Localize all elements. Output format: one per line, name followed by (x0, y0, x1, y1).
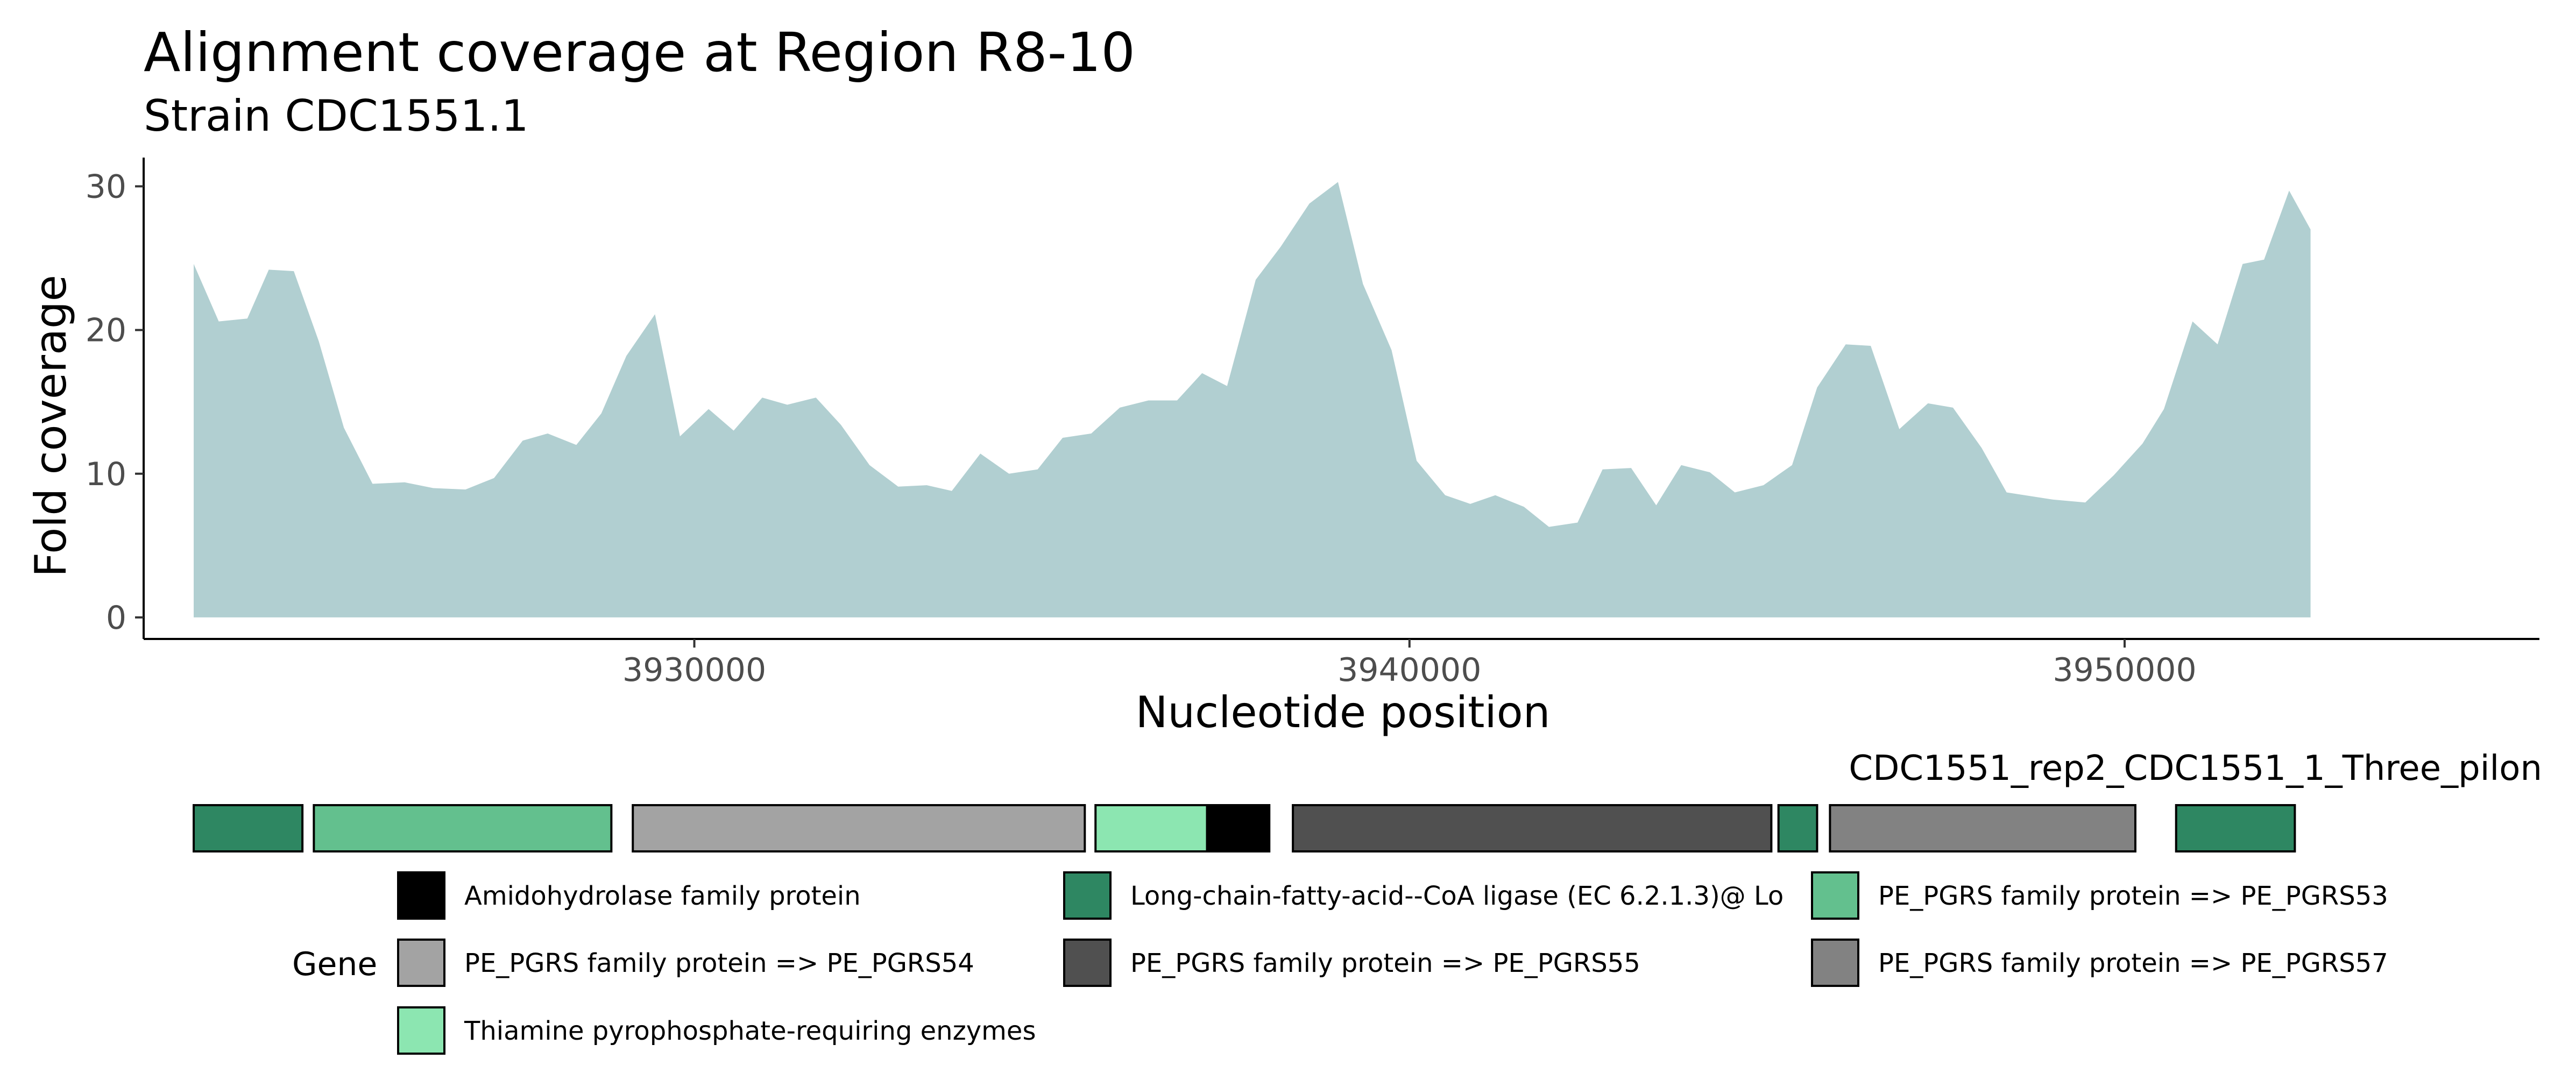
x-axis-ticks: 3930000 3940000 3950000 (622, 639, 2197, 689)
gene-segment (193, 804, 304, 852)
gene-segment (313, 804, 613, 852)
gene-track-label: CDC1551_rep2_CDC1551_1_Three_pilon (1849, 749, 2542, 788)
gene-segment (1829, 804, 2136, 852)
legend-key (1811, 871, 1859, 920)
legend-label: PE_PGRS family protein => PE_PGRS54 (464, 948, 974, 978)
legend-key (397, 1006, 445, 1055)
gene-segment (1206, 804, 1271, 852)
x-axis-title: Nucleotide position (1136, 687, 1551, 737)
legend-title: Gene (292, 946, 377, 983)
chart-subtitle: Strain CDC1551.1 (144, 91, 529, 141)
y-tick-label: 0 (106, 599, 126, 637)
y-tick-label: 10 (86, 456, 126, 493)
gene-segment (1094, 804, 1208, 852)
gene-segment (1292, 804, 1773, 852)
y-axis-ticks: 0 10 20 30 (86, 168, 144, 637)
y-axis-title: Fold coverage (26, 275, 76, 577)
legend-key (397, 871, 445, 920)
legend-label: PE_PGRS family protein => PE_PGRS57 (1878, 948, 2388, 978)
x-tick-label: 3930000 (622, 651, 766, 689)
legend-label: Thiamine pyrophosphate-requiring enzymes (464, 1016, 1036, 1046)
legend-key (1063, 871, 1112, 920)
x-tick-label: 3950000 (2053, 651, 2196, 689)
legend-key (397, 939, 445, 987)
y-tick-label: 30 (86, 168, 126, 205)
legend-label: PE_PGRS family protein => PE_PGRS53 (1878, 881, 2388, 911)
x-tick-label: 3940000 (1337, 651, 1481, 689)
gene-legend: Amidohydrolase family protein Long-chain-… (397, 871, 2388, 1055)
gene-segment (1777, 804, 1818, 852)
legend-label: Long-chain-fatty-acid--CoA ligase (EC 6.… (1130, 881, 1784, 911)
y-tick-label: 20 (86, 312, 126, 350)
chart-title: Alignment coverage at Region R8-10 (144, 21, 1135, 84)
legend-label: Amidohydrolase family protein (464, 881, 861, 911)
gene-track (193, 804, 2296, 852)
coverage-area-series (194, 182, 2311, 617)
gene-segment (2175, 804, 2296, 852)
gene-segment (632, 804, 1086, 852)
legend-key (1811, 939, 1859, 987)
legend-label: PE_PGRS family protein => PE_PGRS55 (1130, 948, 1640, 978)
plot-area: 0 10 20 30 3930000 3940000 3950000 (86, 158, 2539, 689)
legend-key (1063, 939, 1112, 987)
